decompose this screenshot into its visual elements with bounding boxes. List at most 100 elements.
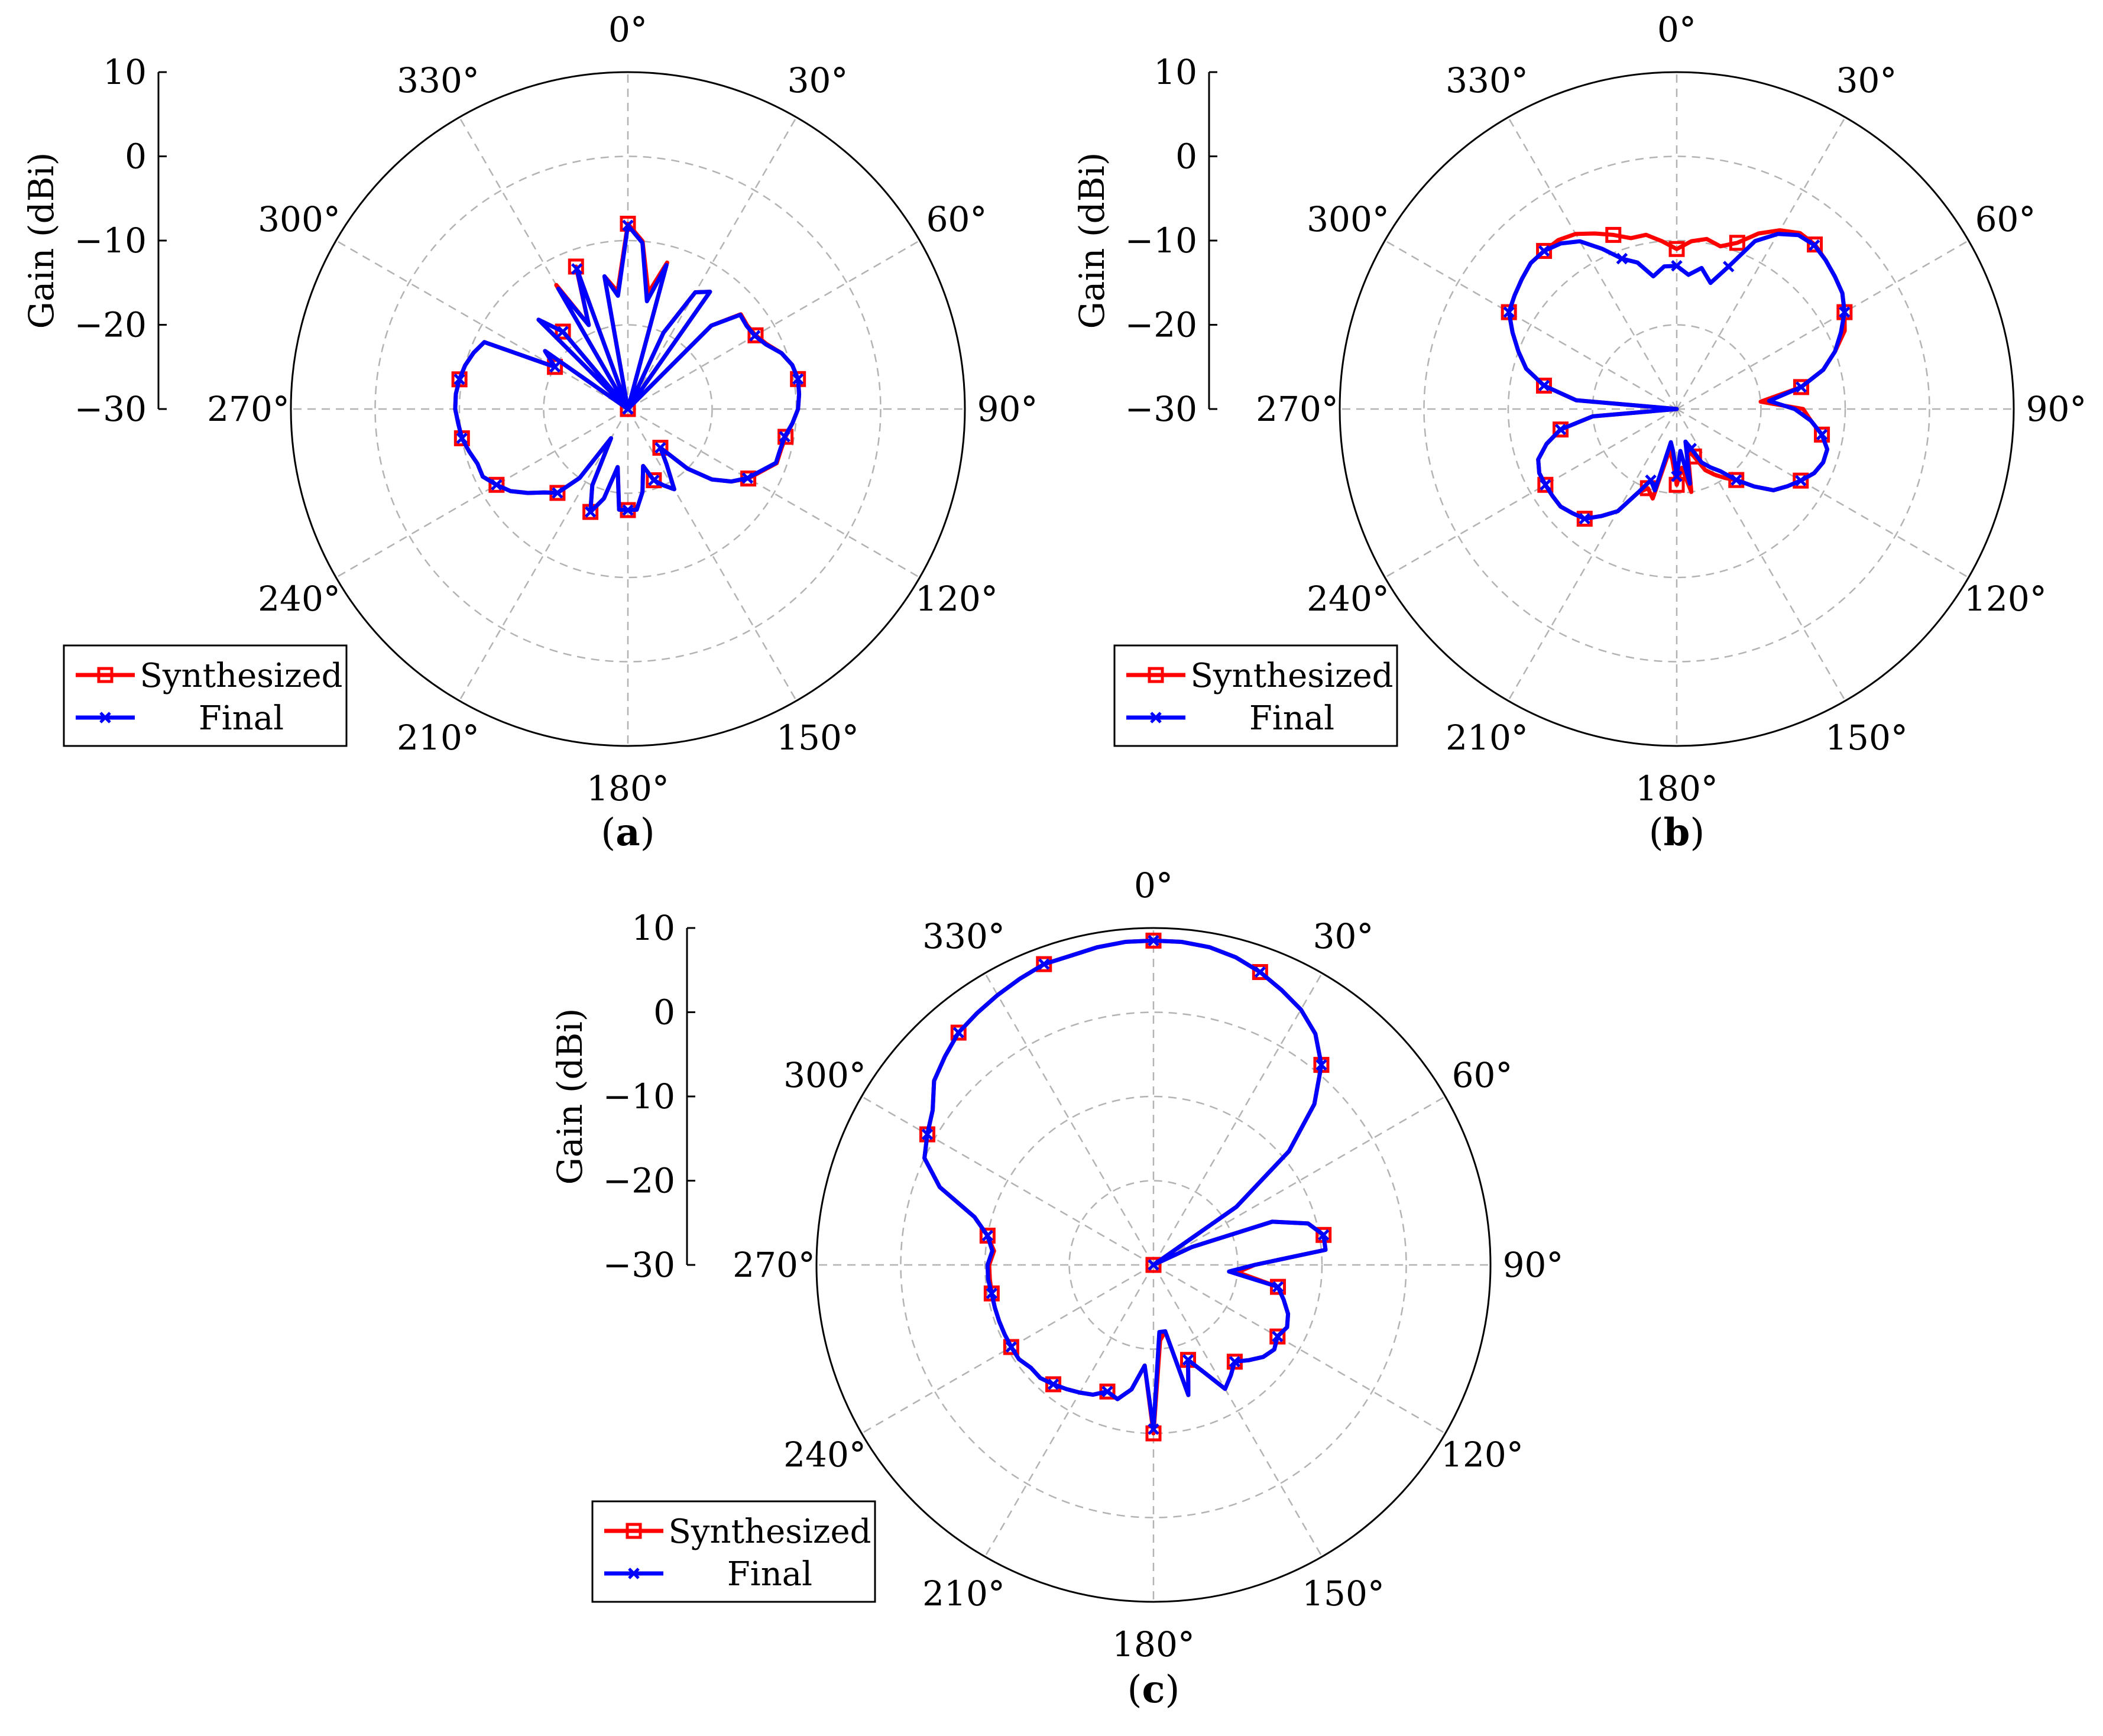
final-marker <box>1645 474 1657 486</box>
final-marker <box>1554 423 1567 436</box>
final-marker <box>1317 1229 1330 1241</box>
angle-tick-label: 0° <box>1134 865 1173 906</box>
final-marker <box>1038 958 1050 970</box>
final-marker <box>1254 966 1266 978</box>
final-marker <box>1671 259 1683 272</box>
radial-tick-label: 0 <box>653 992 675 1033</box>
angle-tick-label: 270° <box>733 1245 815 1285</box>
radial-tick-label: 10 <box>103 52 147 92</box>
legend-marker-square <box>1148 667 1164 683</box>
radial-tick-label: −10 <box>1125 220 1197 261</box>
final-marker <box>1808 239 1820 251</box>
final-marker <box>654 442 666 454</box>
legend: Synthesized Final <box>1113 644 1398 747</box>
final-marker <box>1315 1059 1327 1071</box>
radial-tick-label: −10 <box>74 220 147 261</box>
radial-tick-label: 10 <box>1153 52 1197 92</box>
final-marker <box>1148 934 1159 947</box>
angle-tick-label: 60° <box>1452 1055 1513 1095</box>
panel-a: 0° 30° 60° 90° 120° 150° 180° 210° 240° 270° 300° 3… <box>21 9 1038 855</box>
polar-grid-spoke <box>984 972 1155 1266</box>
radial-tick-label: −10 <box>603 1076 675 1117</box>
polar-grid-spoke <box>1507 408 1678 702</box>
angle-tick-label: 270° <box>1256 389 1339 429</box>
final-marker <box>1816 429 1828 441</box>
legend-label-final: Final <box>1249 699 1334 738</box>
legend-label-final: Final <box>199 699 284 738</box>
polar-grid-circle <box>374 155 882 663</box>
angle-tick-label: 60° <box>1975 199 2036 239</box>
angle-tick-label: 240° <box>1307 579 1389 619</box>
synthesized-marker <box>1728 472 1745 488</box>
synthesized-marker <box>1668 241 1685 257</box>
angle-tick-label: 30° <box>1836 60 1897 100</box>
synthesized-marker <box>646 472 662 489</box>
radial-tick-label: 10 <box>631 908 675 948</box>
panel-c: 0° 30° 60° 90° 120° 150° 180° 210° 240° 270° 300° 3… <box>550 865 1563 1712</box>
final-marker <box>1671 470 1683 482</box>
final-marker <box>1616 252 1628 265</box>
polar-outer-circle <box>290 71 966 747</box>
final-marker <box>1839 306 1851 318</box>
angle-tick-label: 240° <box>258 579 341 619</box>
final-marker <box>748 330 761 342</box>
final-marker <box>1538 245 1550 257</box>
legend-box <box>591 1500 876 1603</box>
final-marker <box>741 472 754 484</box>
final-marker <box>584 506 597 518</box>
angle-tick-label: 300° <box>783 1055 866 1095</box>
polar-grid-spoke <box>458 408 629 702</box>
synthesized-marker <box>555 323 571 340</box>
synthesized-marker <box>1045 1376 1062 1393</box>
legend-label-synthesized: Synthesized <box>669 1513 871 1551</box>
synthesized-marker <box>652 439 669 456</box>
angle-tick-label: 330° <box>1446 60 1528 100</box>
angle-tick-label: 90° <box>2026 389 2087 429</box>
angle-tick-label: 150° <box>1825 718 1908 758</box>
final-marker <box>1685 443 1697 455</box>
synthesized-marker <box>488 476 505 493</box>
synthesized-marker <box>1252 964 1268 981</box>
angle-tick-label: 330° <box>397 60 479 100</box>
final-marker <box>981 1229 994 1242</box>
synthesized-marker <box>747 327 764 343</box>
angle-tick-label: 180° <box>586 768 669 809</box>
final-marker <box>1272 1331 1284 1342</box>
angle-tick-label: 240° <box>783 1435 866 1475</box>
angle-tick-label: 120° <box>1441 1435 1524 1475</box>
polar-outer-circle <box>815 927 1492 1603</box>
angle-tick-label: 180° <box>1635 768 1718 809</box>
y-axis-title: Gain (dBi) <box>550 1008 590 1185</box>
final-marker <box>1101 1385 1113 1398</box>
legend-label-final: Final <box>727 1555 812 1594</box>
final-marker <box>1047 1378 1059 1390</box>
synthesized-marker <box>1793 379 1810 395</box>
final-marker <box>792 373 804 385</box>
final-marker <box>557 326 569 338</box>
final-marker <box>1722 261 1735 272</box>
radial-tick-label: −20 <box>603 1161 675 1201</box>
synthesized-marker <box>1535 377 1552 394</box>
angle-tick-label: 300° <box>258 199 341 239</box>
final-marker <box>622 504 634 516</box>
final-marker <box>491 479 503 491</box>
final-marker <box>1272 1281 1284 1293</box>
final-marker <box>1730 474 1742 486</box>
final-marker <box>986 1287 998 1300</box>
series-line-synthesized <box>922 938 1328 1436</box>
angle-tick-label: 300° <box>1307 199 1389 239</box>
polar-grid-circle <box>543 324 713 494</box>
angle-tick-label: 210° <box>922 1573 1005 1614</box>
final-marker <box>921 1128 934 1140</box>
angle-tick-label: 330° <box>922 916 1005 956</box>
final-marker <box>1148 1423 1159 1435</box>
polar-grid-circle <box>984 1095 1323 1435</box>
legend-box <box>1113 644 1398 747</box>
angle-tick-label: 210° <box>397 718 479 758</box>
polar-grid-circle <box>1068 1180 1239 1350</box>
angle-tick-label: 210° <box>1446 718 1528 758</box>
final-marker <box>1182 1354 1194 1366</box>
legend-marker-square <box>97 667 114 683</box>
legend-label-synthesized: Synthesized <box>1191 657 1394 695</box>
